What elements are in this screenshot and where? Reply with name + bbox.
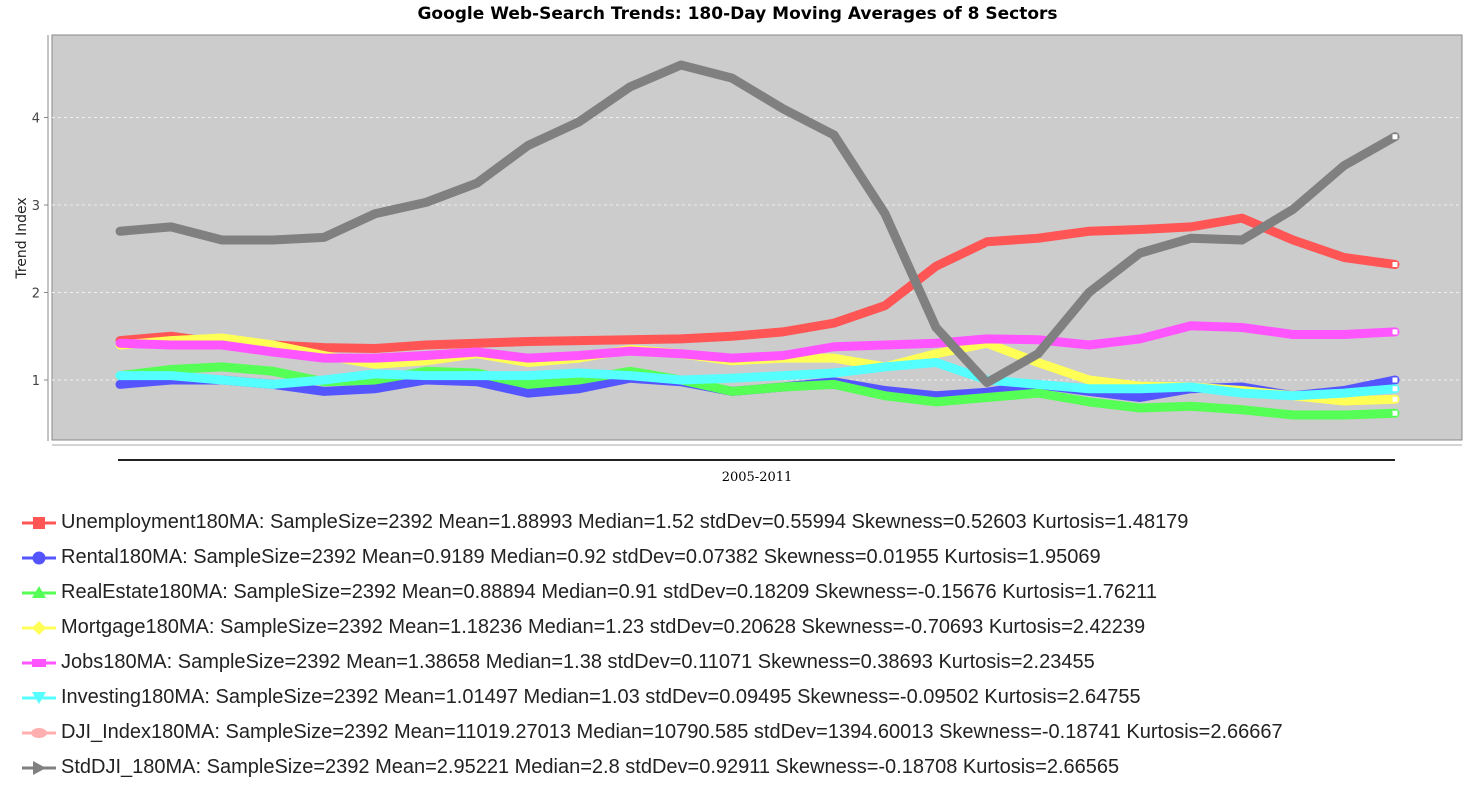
legend-label: DJI_Index180MA: SampleSize=2392 Mean=110… [61, 721, 1283, 743]
legend-item: Mortgage180MA: SampleSize=2392 Mean=1.18… [22, 610, 1283, 645]
legend-label: Mortgage180MA: SampleSize=2392 Mean=1.18… [61, 616, 1146, 638]
series-line-Jobs180MA [115, 321, 1400, 363]
legend: Unemployment180MA: SampleSize=2392 Mean=… [22, 505, 1283, 785]
legend-item: Investing180MA: SampleSize=2392 Mean=1.0… [22, 680, 1283, 715]
y-axis-label: Trend Index [14, 197, 30, 279]
legend-label: StdDJI_180MA: SampleSize=2392 Mean=2.952… [61, 756, 1120, 778]
x-axis-label: 2005-2011 [721, 470, 793, 485]
legend-item: RealEstate180MA: SampleSize=2392 Mean=0.… [22, 575, 1283, 610]
y-tick-label: 2 [32, 287, 40, 302]
end-marker [1391, 133, 1399, 141]
series-line-StdDJI_180MA [115, 60, 1400, 388]
legend-label: Jobs180MA: SampleSize=2392 Mean=1.38658 … [61, 651, 1095, 673]
y-tick-label: 4 [32, 112, 40, 127]
end-marker [1391, 385, 1399, 393]
end-marker [1391, 261, 1399, 268]
y-tick-label: 3 [32, 199, 40, 214]
legend-marker-icon [22, 658, 56, 667]
legend-item: Rental180MA: SampleSize=2392 Mean=0.9189… [22, 540, 1283, 575]
series-line-Unemployment180MA [115, 213, 1400, 353]
legend-marker-icon [22, 760, 56, 775]
legend-label: Unemployment180MA: SampleSize=2392 Mean=… [61, 511, 1189, 533]
series-line-Investing180MA [115, 358, 1400, 401]
legend-marker-icon [22, 585, 56, 598]
legend-label: RealEstate180MA: SampleSize=2392 Mean=0.… [61, 581, 1157, 603]
legend-marker-icon [22, 551, 56, 564]
legend-label: Rental180MA: SampleSize=2392 Mean=0.9189… [61, 546, 1101, 568]
end-marker [1391, 376, 1399, 384]
legend-marker-icon [22, 727, 56, 738]
legend-label: Investing180MA: SampleSize=2392 Mean=1.0… [61, 686, 1141, 708]
legend-marker-icon [22, 516, 56, 529]
legend-marker-icon [22, 620, 56, 635]
legend-marker-icon [22, 691, 56, 704]
end-marker [1391, 395, 1399, 403]
y-tick-label: 1 [32, 374, 40, 389]
end-marker [1391, 328, 1399, 336]
legend-item: Jobs180MA: SampleSize=2392 Mean=1.38658 … [22, 645, 1283, 680]
legend-item: StdDJI_180MA: SampleSize=2392 Mean=2.952… [22, 750, 1283, 785]
legend-item: Unemployment180MA: SampleSize=2392 Mean=… [22, 505, 1283, 540]
legend-item: DJI_Index180MA: SampleSize=2392 Mean=110… [22, 715, 1283, 750]
chart-title: Google Web-Search Trends: 180-Day Moving… [417, 4, 1058, 24]
end-marker [1391, 409, 1399, 417]
chart-plot: 1 2 3 4 Trend Index [14, 34, 1463, 461]
